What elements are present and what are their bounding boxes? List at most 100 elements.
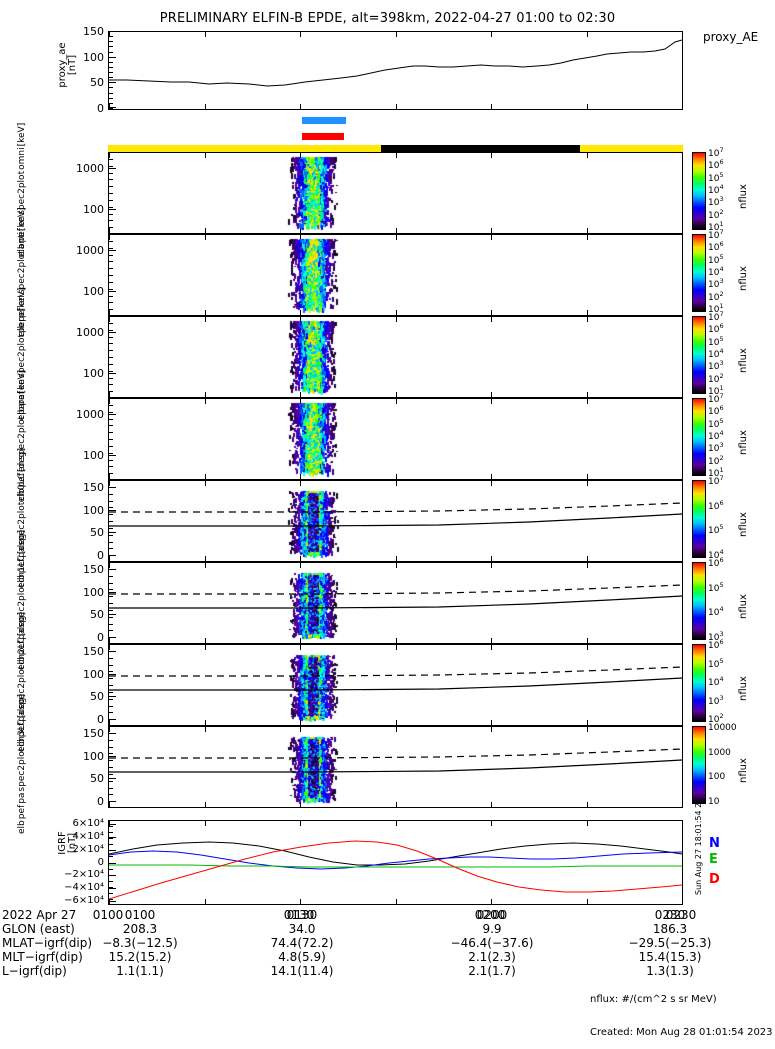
- y-minor-tick: [109, 651, 113, 652]
- proxy-ae-ytick: 100: [83, 50, 104, 64]
- panel-ytick-4: 100: [83, 503, 104, 517]
- panel-ytick-1: 100: [83, 285, 104, 299]
- y-minor-tick: [109, 589, 113, 590]
- table-cell: 74.4(72.2): [270, 936, 334, 950]
- panel-ytick-4: 150: [83, 480, 104, 494]
- panel-frame-6: [108, 644, 683, 726]
- panel-frame-0: [108, 152, 683, 234]
- colorbar-tick-4: 106: [708, 498, 724, 512]
- spectrogram-data-6: [109, 645, 682, 725]
- y-tick: [109, 373, 116, 374]
- colorbar-tick-0: 105: [708, 170, 724, 184]
- y-minor-tick: [109, 678, 113, 679]
- colorbar-tick-3: 106: [708, 404, 724, 418]
- y-minor-tick: [109, 412, 113, 413]
- colorbar-tick-2: 101: [708, 384, 724, 397]
- colorbar-gradient: [693, 235, 705, 311]
- table-cell: 0100: [124, 908, 156, 922]
- y-minor-tick: [109, 82, 113, 83]
- colorbar-tick-3: 107: [708, 392, 724, 405]
- table-cell: 0200: [476, 908, 508, 922]
- spectrogram-data-2: [109, 317, 682, 397]
- status-segment: [108, 145, 382, 152]
- y-minor-tick: [109, 788, 113, 789]
- panel-ytick-7: 150: [83, 726, 104, 740]
- colorbar-tick-3: 102: [708, 453, 724, 467]
- y-minor-tick: [109, 893, 113, 894]
- axis-title-token: ch3LC: [17, 719, 27, 747]
- table-cell: 2.1(2.3): [468, 950, 516, 964]
- x-tick: [682, 563, 683, 568]
- colorbar-tick-3: 105: [708, 416, 724, 430]
- row-label: L−igrf(dip): [2, 964, 67, 978]
- x-tick: [205, 899, 206, 904]
- colorbar-tick-6: 104: [708, 675, 724, 688]
- table-cell: 14.1(11.4): [270, 964, 334, 978]
- footer-line-2: Created: Mon Aug 28 01:01:54 2023: [590, 1027, 773, 1038]
- y-minor-tick: [109, 268, 113, 269]
- y-minor-tick: [109, 391, 113, 392]
- row-label: MLAT−igrf(dip): [2, 936, 93, 950]
- axis-title-token: [deg]: [17, 530, 27, 554]
- x-tick: [396, 104, 397, 109]
- y-minor-tick: [109, 856, 113, 857]
- colorbar-tick-1: 102: [708, 289, 724, 303]
- colorbar-tick-2: 103: [708, 359, 724, 373]
- colorbar-tick-0: 104: [708, 183, 724, 196]
- x-tick: [682, 727, 683, 732]
- y-minor-tick: [109, 838, 113, 839]
- panel-ytick-3: 100: [83, 449, 104, 463]
- y-minor-tick: [109, 62, 113, 63]
- panel-ytick-6: 0: [97, 713, 104, 727]
- proxy-ae-plot-frame: [108, 31, 683, 110]
- panel-ytick-1: 1000: [76, 244, 104, 258]
- y-minor-tick: [109, 832, 113, 833]
- table-cell: 186.3: [652, 922, 688, 936]
- panel-axis-title-7: elb pef pa spec2plot ch3LC [deg]: [17, 694, 27, 834]
- axis-title-token: [keV]: [17, 122, 27, 147]
- y-tick: [109, 250, 116, 251]
- y-tick: [109, 332, 116, 333]
- axis-title-token: perp: [17, 312, 27, 333]
- y-minor-tick: [109, 378, 113, 379]
- colorbar-gradient: [693, 317, 705, 393]
- y-minor-tick: [109, 747, 113, 748]
- panel-ytick-6: 50: [90, 690, 104, 704]
- y-minor-tick: [109, 733, 113, 734]
- x-tick: [682, 392, 683, 397]
- table-cell: −8.3(−12.5): [102, 936, 178, 950]
- colorbar-gradient: [693, 481, 705, 557]
- spectrogram-data-3: [109, 399, 682, 479]
- colorbar-title-4: nflux: [738, 512, 749, 537]
- igrf-ytick: −6×10⁴: [64, 895, 104, 906]
- x-tick: [587, 32, 588, 37]
- y-minor-tick: [109, 887, 113, 888]
- y-minor-tick: [109, 528, 113, 529]
- y-minor-tick: [109, 241, 113, 242]
- igrf-ytick: −4×10⁴: [64, 882, 104, 894]
- y-minor-tick: [109, 364, 113, 365]
- y-minor-tick: [109, 439, 113, 440]
- x-tick: [682, 638, 683, 643]
- time-tick-1: 0130: [283, 908, 315, 922]
- igrf-ytick: 0: [97, 856, 104, 868]
- loss-cone-overlay-6: [109, 666, 682, 691]
- table-cell: 1.3(1.3): [646, 964, 694, 978]
- table-cell: 208.3: [122, 922, 158, 936]
- spectrogram-data-0: [109, 153, 682, 233]
- x-tick: [587, 899, 588, 904]
- colorbar-1: [692, 234, 706, 312]
- colorbar-gradient: [693, 645, 705, 721]
- x-tick: [682, 720, 683, 725]
- panel-frame-1: [108, 234, 683, 316]
- y-minor-tick: [109, 740, 113, 741]
- colorbar-title-3: nflux: [738, 430, 749, 455]
- y-tick: [109, 107, 116, 108]
- y-minor-tick: [109, 630, 113, 631]
- row-label: MLT−igrf(dip): [2, 950, 83, 964]
- axis-title-token: [deg]: [17, 612, 27, 636]
- y-minor-tick: [109, 36, 113, 37]
- colorbar-tick-7: 10: [708, 797, 720, 807]
- proxy-ae-trace: [109, 39, 683, 87]
- colorbar-tick-6: 102: [708, 712, 724, 725]
